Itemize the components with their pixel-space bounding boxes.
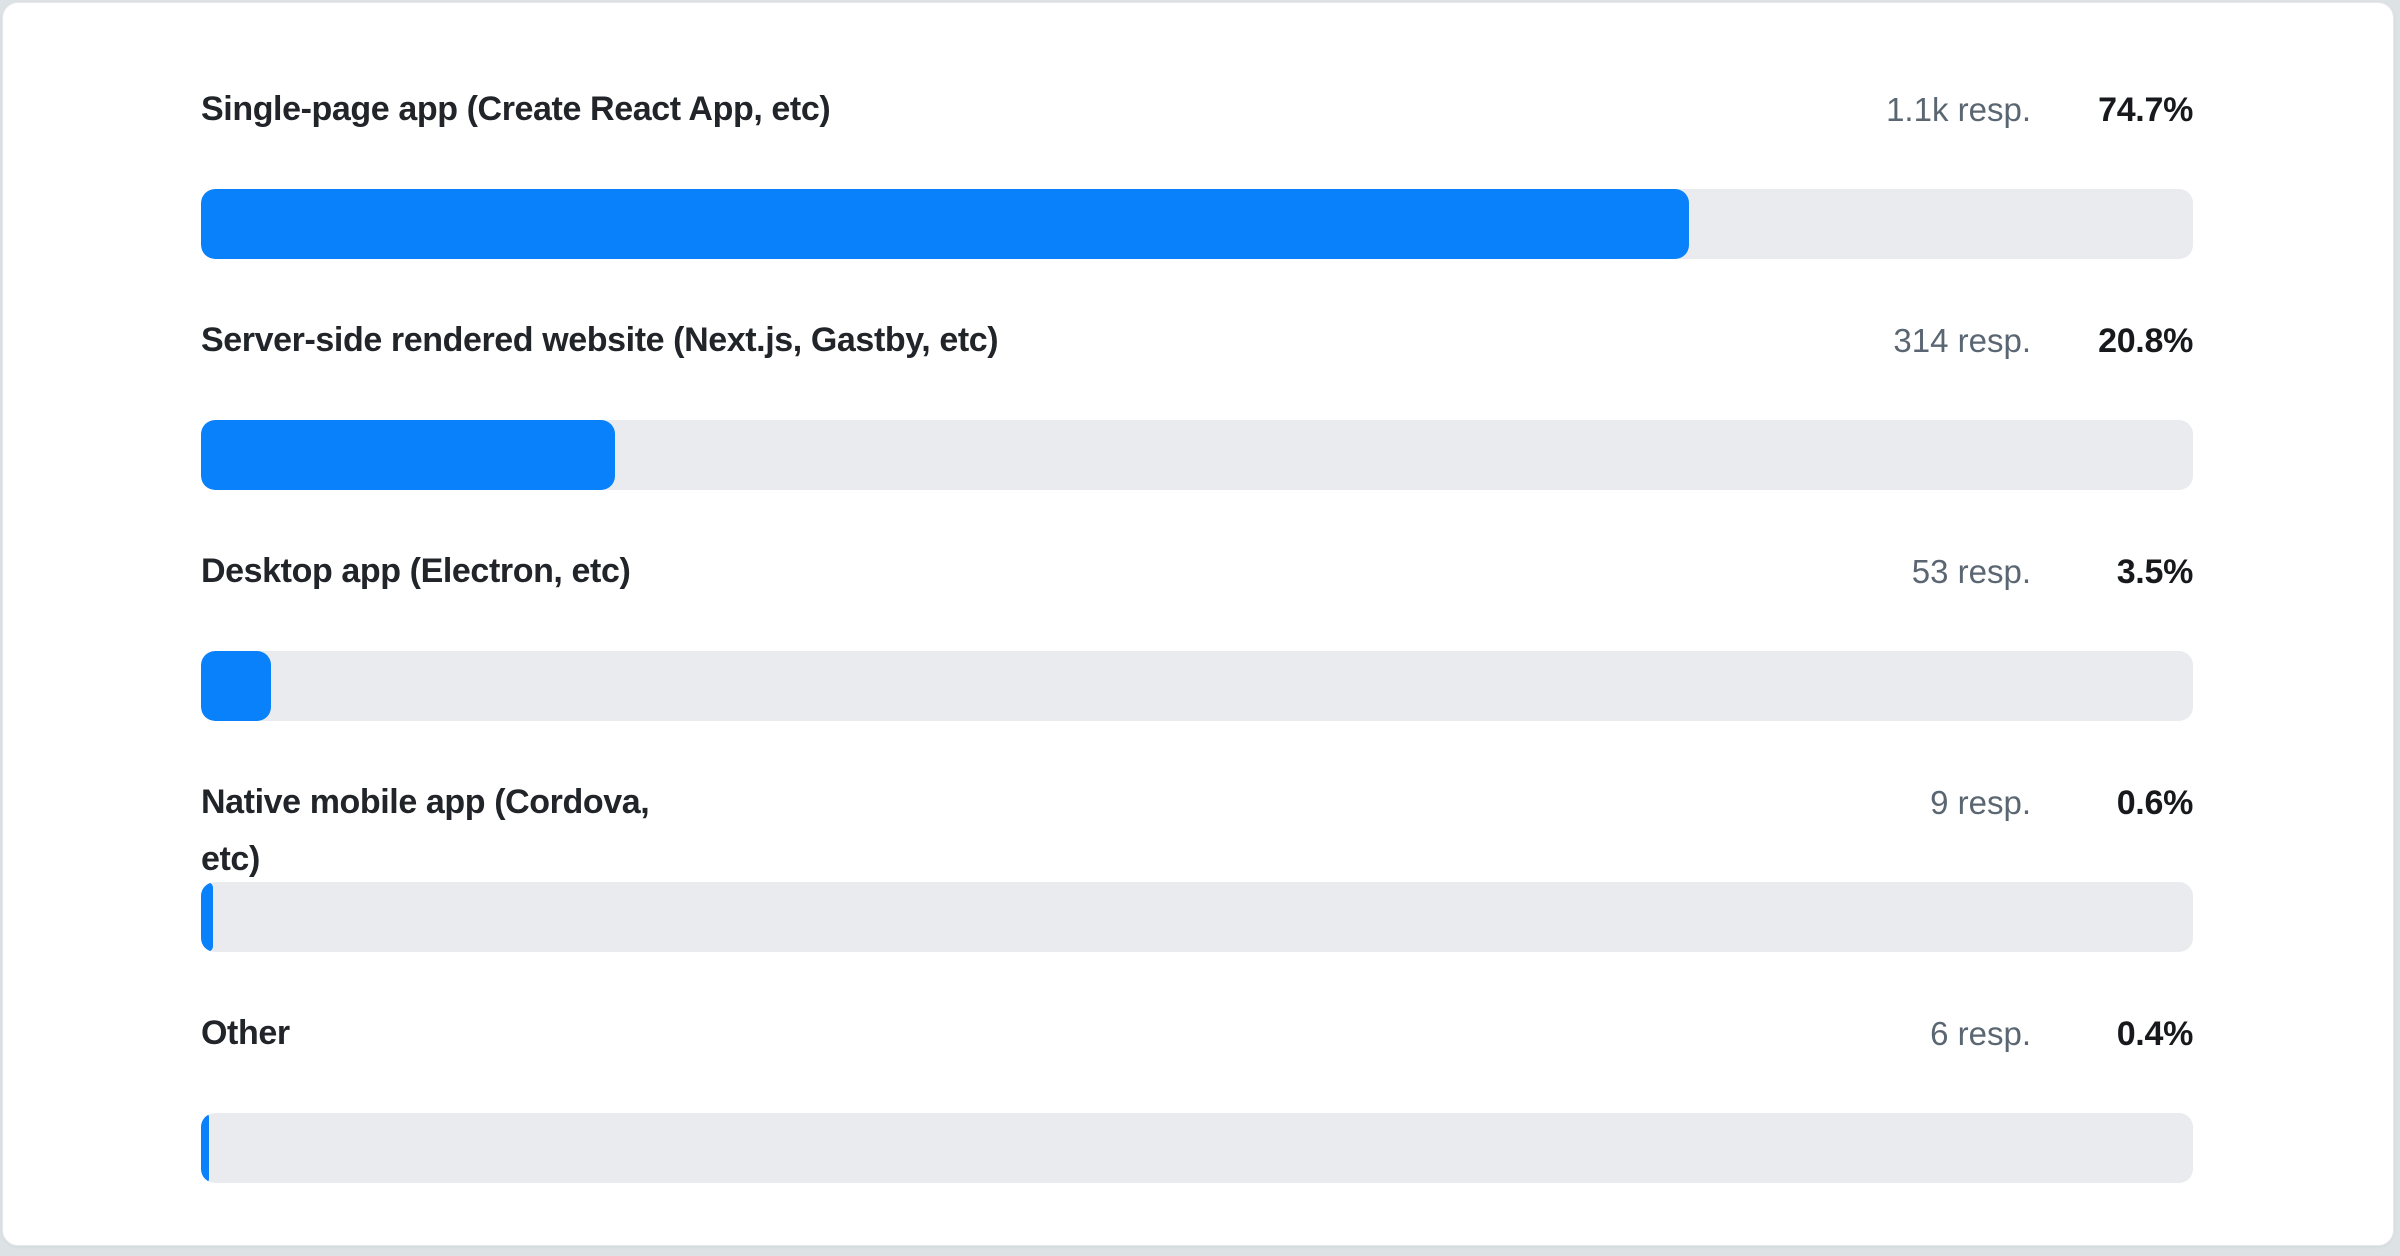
- survey-bar-row: Native mobile app (Cordova, etc) 9 resp.…: [201, 774, 2193, 952]
- response-count: 1.1k resp.: [1886, 91, 2031, 128]
- percent-value: 74.7%: [2098, 91, 2193, 129]
- row-stats: 53 resp. 3.5%: [1911, 543, 2194, 601]
- response-count: 6 resp.: [1930, 1015, 2031, 1052]
- row-header: Other 6 resp. 0.4%: [201, 1005, 2193, 1063]
- response-count: 53 resp.: [1911, 553, 2031, 590]
- bar-fill: [201, 1113, 209, 1183]
- row-header: Desktop app (Electron, etc) 53 resp. 3.5…: [201, 543, 2193, 601]
- bar-track: [201, 1113, 2193, 1183]
- survey-bar-row: Other 6 resp. 0.4%: [201, 1005, 2193, 1183]
- bar-fill: [201, 651, 271, 721]
- row-header: Native mobile app (Cordova, etc) 9 resp.…: [201, 774, 2193, 888]
- bar-track: [201, 189, 2193, 259]
- response-count: 314 resp.: [1893, 322, 2031, 359]
- bar-track: [201, 882, 2193, 952]
- row-label: Single-page app (Create React App, etc): [201, 90, 831, 128]
- row-stats: 314 resp. 20.8%: [1893, 312, 2193, 370]
- row-label: Native mobile app (Cordova, etc): [201, 783, 650, 878]
- row-header: Single-page app (Create React App, etc) …: [201, 81, 2193, 139]
- bar-fill: [201, 189, 1690, 259]
- bar-track: [201, 651, 2193, 721]
- percent-value: 3.5%: [2116, 553, 2194, 591]
- row-label: Desktop app (Electron, etc): [201, 552, 631, 590]
- survey-bar-row: Desktop app (Electron, etc) 53 resp. 3.5…: [201, 543, 2193, 721]
- row-header: Server-side rendered website (Next.js, G…: [201, 312, 2193, 370]
- bar-fill: [201, 882, 213, 952]
- row-stats: 9 resp. 0.6%: [1930, 774, 2193, 832]
- percent-value: 0.6%: [2116, 784, 2194, 822]
- survey-bar-row: Server-side rendered website (Next.js, G…: [201, 312, 2193, 490]
- bar-track: [201, 420, 2193, 490]
- bar-chart: Single-page app (Create React App, etc) …: [201, 81, 2193, 1183]
- row-label: Server-side rendered website (Next.js, G…: [201, 321, 999, 359]
- percent-value: 20.8%: [2098, 322, 2193, 360]
- row-stats: 1.1k resp. 74.7%: [1886, 81, 2193, 139]
- survey-bar-row: Single-page app (Create React App, etc) …: [201, 81, 2193, 259]
- response-count: 9 resp.: [1930, 784, 2031, 821]
- row-label: Other: [201, 1014, 290, 1052]
- row-stats: 6 resp. 0.4%: [1930, 1005, 2193, 1063]
- bar-fill: [201, 420, 616, 490]
- percent-value: 0.4%: [2116, 1015, 2194, 1053]
